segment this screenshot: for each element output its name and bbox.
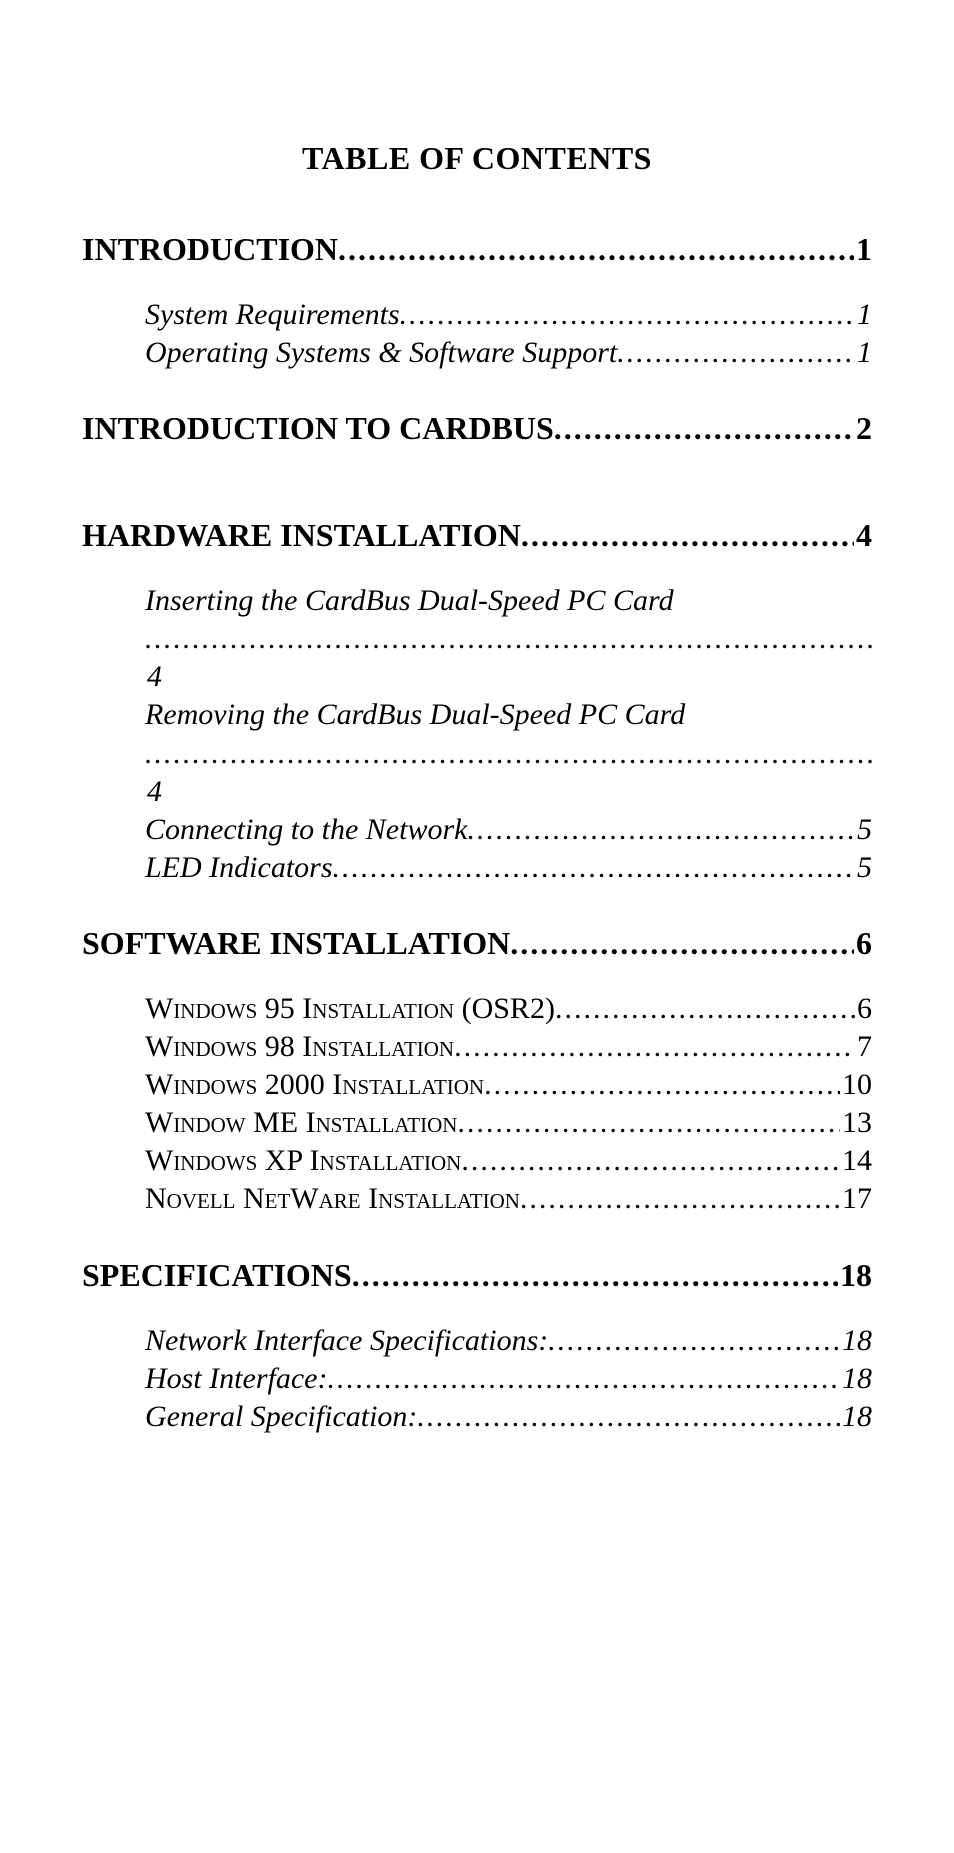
dot-leader xyxy=(338,231,854,268)
dot-leader xyxy=(484,1066,840,1104)
dot-leader xyxy=(555,990,855,1028)
toc-page-number: 4 xyxy=(145,773,162,811)
toc-page-number: 1 xyxy=(855,334,872,372)
dot-leader xyxy=(461,1142,840,1180)
toc-sub-removing-card: Removing the CardBus Dual-Speed PC Card … xyxy=(145,696,872,810)
toc-page-number: 6 xyxy=(855,990,872,1028)
toc-sc-label: Windows 98 Installation xyxy=(145,1028,454,1066)
toc-section-label: INTRODUCTION TO CARDBUS xyxy=(82,410,554,447)
toc-sc-novell: Novell NetWare Installation 17 xyxy=(145,1180,872,1218)
toc-sc-label: Windows 2000 Installation xyxy=(145,1066,484,1104)
dot-leader xyxy=(548,1322,840,1360)
toc-sub-system-requirements: System Requirements 1 xyxy=(145,296,872,334)
toc-sub-led-indicators: LED Indicators 5 xyxy=(145,849,872,887)
toc-sub-label: Inserting the CardBus Dual-Speed PC Card xyxy=(145,582,872,620)
toc-section-label: INTRODUCTION xyxy=(82,231,338,268)
dot-leader xyxy=(145,735,872,773)
dot-leader xyxy=(617,334,855,372)
toc-section-introduction: INTRODUCTION 1 xyxy=(82,231,872,268)
toc-sub-general-spec: General Specification: 18 xyxy=(145,1398,872,1436)
toc-page-number: 1 xyxy=(855,296,872,334)
toc-sc-label: Novell NetWare Installation xyxy=(145,1180,520,1218)
toc-sc-label: Windows 95 Installation (OSR2) xyxy=(145,990,555,1028)
toc-page-number: 18 xyxy=(838,1257,872,1294)
toc-section-specifications: SPECIFICATIONS 18 xyxy=(82,1257,872,1294)
dot-leader xyxy=(400,296,855,334)
toc-sub-label: Host Interface: xyxy=(145,1360,327,1398)
toc-page-number: 4 xyxy=(145,658,162,696)
dot-leader xyxy=(554,410,854,447)
toc-page-number: 17 xyxy=(840,1180,872,1218)
toc-sc-label: Windows XP Installation xyxy=(145,1142,461,1180)
toc-section-cardbus: INTRODUCTION TO CARDBUS 2 xyxy=(82,410,872,447)
dot-leader xyxy=(327,1360,840,1398)
toc-sub-inserting-card: Inserting the CardBus Dual-Speed PC Card… xyxy=(145,582,872,696)
toc-page-number: 18 xyxy=(840,1360,872,1398)
dot-leader xyxy=(521,517,854,554)
dot-leader xyxy=(333,849,856,887)
dot-leader xyxy=(467,811,855,849)
toc-section-label: SOFTWARE INSTALLATION xyxy=(82,925,510,962)
dot-leader xyxy=(352,1257,838,1294)
toc-page-number: 7 xyxy=(855,1028,872,1066)
toc-sub-label: System Requirements xyxy=(145,296,400,334)
toc-sub-os-support: Operating Systems & Software Support 1 xyxy=(145,334,872,372)
dot-leader xyxy=(520,1180,840,1218)
toc-section-hardware: HARDWARE INSTALLATION 4 xyxy=(82,517,872,554)
toc-sub-label: Connecting to the Network xyxy=(145,811,467,849)
toc-page-number: 5 xyxy=(855,849,872,887)
dot-leader xyxy=(145,620,872,658)
toc-sub-label: Operating Systems & Software Support xyxy=(145,334,617,372)
toc-sc-win2000: Windows 2000 Installation 10 xyxy=(145,1066,872,1104)
toc-page-number: 1 xyxy=(854,231,872,268)
toc-sc-label: Window ME Installation xyxy=(145,1104,457,1142)
toc-sc-winxp: Windows XP Installation 14 xyxy=(145,1142,872,1180)
toc-page-number: 6 xyxy=(854,925,872,962)
toc-sub-label: Network Interface Specifications: xyxy=(145,1322,548,1360)
toc-section-label: SPECIFICATIONS xyxy=(82,1257,352,1294)
toc-section-label: HARDWARE INSTALLATION xyxy=(82,517,521,554)
toc-page-number: 4 xyxy=(854,517,872,554)
toc-sub-network-interface: Network Interface Specifications: 18 xyxy=(145,1322,872,1360)
toc-page-number: 14 xyxy=(840,1142,872,1180)
toc-sub-label: LED Indicators xyxy=(145,849,333,887)
toc-sub-host-interface: Host Interface: 18 xyxy=(145,1360,872,1398)
toc-page-number: 5 xyxy=(855,811,872,849)
dot-leader xyxy=(510,925,854,962)
toc-page-number: 13 xyxy=(840,1104,872,1142)
dot-leader xyxy=(457,1104,840,1142)
toc-page-number: 10 xyxy=(840,1066,872,1104)
toc-sc-win95: Windows 95 Installation (OSR2) 6 xyxy=(145,990,872,1028)
toc-page-number: 2 xyxy=(854,410,872,447)
toc-sc-win98: Windows 98 Installation 7 xyxy=(145,1028,872,1066)
toc-page-number: 18 xyxy=(840,1398,872,1436)
toc-section-software: SOFTWARE INSTALLATION 6 xyxy=(82,925,872,962)
dot-leader xyxy=(417,1398,840,1436)
toc-sub-connecting-network: Connecting to the Network 5 xyxy=(145,811,872,849)
toc-sc-winme: Window ME Installation 13 xyxy=(145,1104,872,1142)
toc-title: TABLE OF CONTENTS xyxy=(82,140,872,177)
toc-sub-label: General Specification: xyxy=(145,1398,417,1436)
dot-leader xyxy=(454,1028,855,1066)
toc-sub-label: Removing the CardBus Dual-Speed PC Card xyxy=(145,696,872,734)
toc-page-number: 18 xyxy=(840,1322,872,1360)
